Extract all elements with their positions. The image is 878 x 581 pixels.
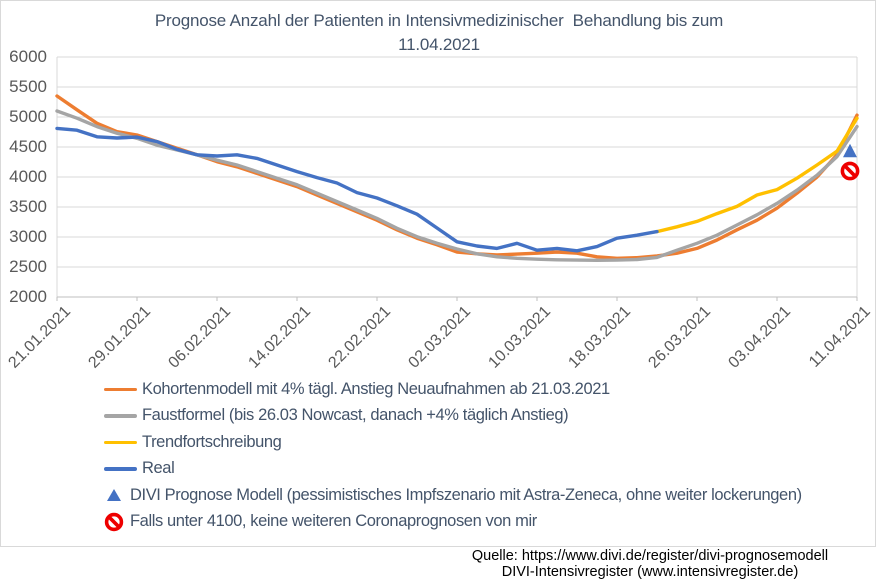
divi-triangle-marker-icon bbox=[843, 143, 857, 158]
chart-frame bbox=[0, 0, 876, 547]
y-tick-label: 5500 bbox=[9, 77, 47, 96]
source-line-2: DIVI-Intensivregister (www.intensivregis… bbox=[501, 563, 799, 580]
no-entry-marker-bar bbox=[843, 164, 857, 178]
y-tick-label: 4000 bbox=[9, 167, 47, 186]
trendfortschreibung-line-swatch-icon bbox=[104, 440, 137, 444]
legend-item-faustformel: Faustformel (bis 26.03 Nowcast, danach +… bbox=[104, 403, 802, 430]
legend-label: DIVI Prognose Modell (pessimistisches Im… bbox=[130, 485, 802, 504]
y-tick-label: 2000 bbox=[9, 287, 47, 306]
legend-item-kohortenmodell: Kohortenmodell mit 4% tägl. Anstieg Neua… bbox=[104, 376, 802, 403]
series-line-real bbox=[55, 126, 659, 253]
chart-title: Prognose Anzahl der Patienten in Intensi… bbox=[154, 11, 724, 54]
kohortenmodell-line-swatch-icon bbox=[104, 387, 137, 391]
legend-item-divi-prognose: DIVI Prognose Modell (pessimistisches Im… bbox=[104, 482, 802, 509]
real-line-swatch-icon bbox=[104, 467, 137, 471]
legend-item-trendfortschreibung: Trendfortschreibung bbox=[104, 429, 802, 456]
legend-label: Kohortenmodell mit 4% tägl. Anstieg Neua… bbox=[142, 379, 610, 398]
y-tick-label: 4500 bbox=[9, 137, 47, 156]
series-line-faustformel bbox=[55, 109, 859, 262]
series-line-trendfortschreibung bbox=[655, 116, 859, 234]
source-note: Quelle: https://www.divi.de/register/div… bbox=[430, 548, 870, 580]
y-tick-label: 3000 bbox=[9, 227, 47, 246]
legend: Kohortenmodell mit 4% tägl. Anstieg Neua… bbox=[104, 376, 802, 535]
legend-label: Faustformel (bis 26.03 Nowcast, danach +… bbox=[142, 406, 569, 425]
legend-label: Trendfortschreibung bbox=[142, 432, 282, 451]
legend-item-real: Real bbox=[104, 456, 802, 483]
y-tick-label: 3500 bbox=[9, 197, 47, 216]
legend-label: Falls unter 4100, keine weiteren Coronap… bbox=[130, 512, 537, 531]
no-entry-icon bbox=[104, 512, 124, 531]
y-tick-label: 2500 bbox=[9, 257, 47, 276]
faustformel-line-swatch-icon bbox=[104, 414, 137, 418]
y-tick-label: 5000 bbox=[9, 107, 47, 126]
triangle-marker-icon bbox=[107, 489, 121, 502]
legend-item-abbruch-marke: Falls unter 4100, keine weiteren Coronap… bbox=[104, 509, 802, 536]
legend-label: Real bbox=[142, 459, 175, 478]
source-line-1: Quelle: https://www.divi.de/register/div… bbox=[471, 548, 829, 564]
plot-area bbox=[55, 56, 860, 301]
y-tick-label: 6000 bbox=[9, 47, 47, 66]
